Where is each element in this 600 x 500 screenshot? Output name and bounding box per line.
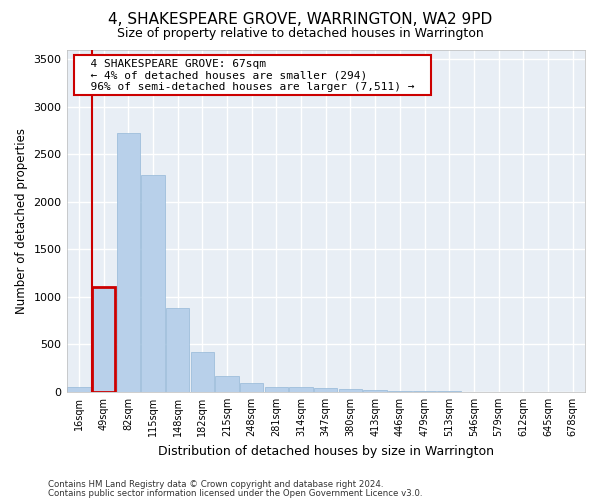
- Bar: [289, 387, 313, 392]
- Bar: [141, 176, 164, 392]
- Bar: [364, 390, 387, 392]
- Bar: [215, 376, 239, 392]
- Bar: [240, 384, 263, 392]
- Bar: [413, 391, 436, 392]
- Text: Contains public sector information licensed under the Open Government Licence v3: Contains public sector information licen…: [48, 488, 422, 498]
- Bar: [67, 387, 91, 392]
- Bar: [116, 132, 140, 392]
- Bar: [166, 308, 190, 392]
- Text: 4 SHAKESPEARE GROVE: 67sqm  
  ← 4% of detached houses are smaller (294)  
  96%: 4 SHAKESPEARE GROVE: 67sqm ← 4% of detac…: [77, 58, 428, 92]
- Bar: [314, 388, 337, 392]
- X-axis label: Distribution of detached houses by size in Warrington: Distribution of detached houses by size …: [158, 444, 494, 458]
- Bar: [265, 386, 288, 392]
- Y-axis label: Number of detached properties: Number of detached properties: [15, 128, 28, 314]
- Text: 4, SHAKESPEARE GROVE, WARRINGTON, WA2 9PD: 4, SHAKESPEARE GROVE, WARRINGTON, WA2 9P…: [108, 12, 492, 28]
- Bar: [388, 390, 412, 392]
- Bar: [191, 352, 214, 392]
- Text: Size of property relative to detached houses in Warrington: Size of property relative to detached ho…: [116, 28, 484, 40]
- Bar: [92, 288, 115, 392]
- Text: Contains HM Land Registry data © Crown copyright and database right 2024.: Contains HM Land Registry data © Crown c…: [48, 480, 383, 489]
- Bar: [339, 389, 362, 392]
